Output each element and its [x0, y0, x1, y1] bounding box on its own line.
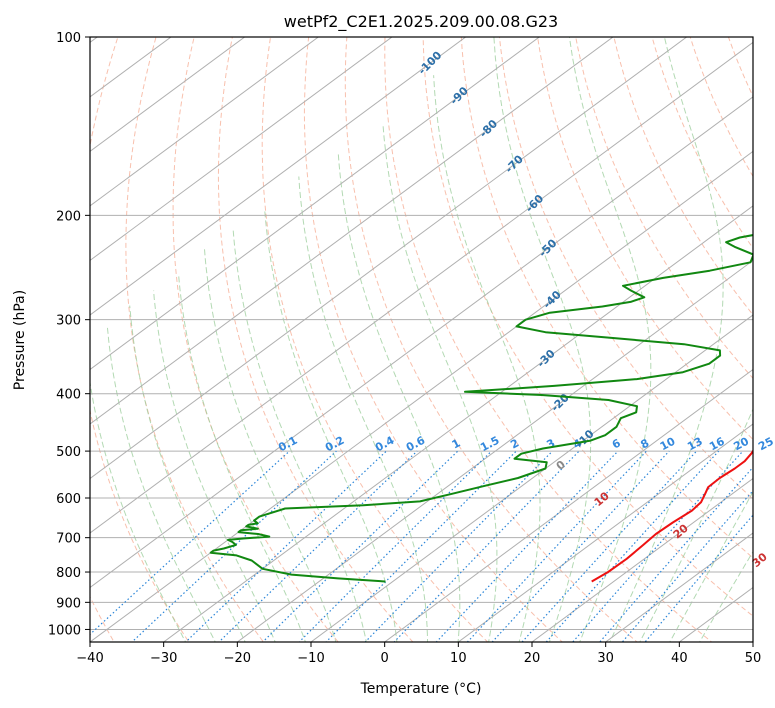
isotherm-line — [90, 37, 541, 371]
x-tick-label: 50 — [745, 651, 762, 666]
isotherm-line — [90, 37, 320, 207]
y-tick-label: 400 — [56, 388, 81, 403]
x-tick-label: 0 — [381, 651, 389, 666]
dry-adiabat-line — [261, 37, 489, 642]
isotherm-line — [90, 37, 614, 425]
x-tick-label: 20 — [524, 651, 541, 666]
dry-adiabat-line — [344, 37, 638, 642]
isotherm-line — [604, 532, 753, 642]
moist-adiabat-line — [433, 75, 541, 642]
x-axis-label: Temperature (°C) — [360, 681, 482, 697]
y-tick-label: 300 — [56, 314, 81, 329]
moist-adiabat-line — [106, 326, 216, 642]
moist-adiabat-line — [699, 550, 753, 642]
moist-adiabat-line — [609, 37, 724, 642]
y-tick-label: 800 — [56, 566, 81, 581]
mixing-ratio-label: 10 — [658, 434, 678, 453]
dry-adiabat-line — [460, 37, 753, 559]
x-tick-label: 10 — [450, 651, 467, 666]
mixing-ratio-label: 13 — [685, 435, 705, 454]
y-tick-label: 100 — [56, 31, 81, 46]
y-tick-label: 600 — [56, 492, 81, 507]
isotherm-line — [90, 37, 393, 262]
mixing-ratio-line — [261, 450, 459, 642]
moist-adiabat-line — [337, 151, 461, 642]
mixing-ratio-line — [364, 450, 553, 642]
isotherm-line — [90, 37, 246, 153]
x-tick-label: 40 — [671, 651, 688, 666]
isotherm-line — [457, 423, 753, 642]
moist-adiabat-line — [129, 305, 246, 642]
chart-title: wetPf2_C2E1.2025.209.00.08.G23 — [284, 12, 558, 32]
moist-adiabat-line — [153, 290, 276, 642]
dewpoint-profile-line — [209, 234, 753, 583]
y-tick-label: 200 — [56, 209, 81, 224]
moist-adiabat-line — [204, 249, 337, 642]
x-tick-label: −30 — [150, 651, 177, 666]
mixing-ratio-label: 25 — [756, 435, 775, 454]
isotherm-line — [531, 477, 753, 642]
isotherm-line — [162, 205, 753, 642]
moist-adiabat-line — [264, 210, 398, 642]
dry-adiabat-line — [384, 37, 713, 642]
y-axis-label: Pressure (hPa) — [12, 290, 28, 390]
isotherm-line — [310, 314, 753, 642]
x-tick-label: −40 — [76, 651, 103, 666]
dry-adiabat-line — [537, 37, 753, 441]
moist-adiabat-line — [232, 230, 367, 642]
isotherm-line — [90, 150, 753, 642]
mixing-ratio-line — [393, 450, 580, 642]
mixing-ratio-line — [599, 466, 753, 642]
mixing-ratio-line — [218, 450, 418, 642]
y-tick-label: 500 — [56, 445, 81, 460]
axes-layer: −40 −30 −20 −10 0 10 20 30 40 50 100 200 300 400 500 60… — [48, 31, 761, 666]
mixing-ratio-line — [621, 489, 753, 642]
x-tick-label: −10 — [297, 651, 324, 666]
dry-adiabat-line — [422, 37, 753, 617]
dry-adiabat-line — [217, 37, 414, 642]
mixing-ratio-line — [521, 450, 698, 642]
isotherm-line — [90, 37, 688, 480]
mixing-ratio-line — [435, 450, 619, 642]
temperature-profile-line — [591, 449, 753, 583]
isotherm-line — [236, 259, 753, 642]
isotherm-line — [90, 41, 753, 534]
dry-adiabat-line — [125, 37, 265, 642]
mixing-ratio-line — [131, 450, 337, 642]
mixing-ratio-line — [644, 514, 753, 642]
y-tick-label: 1000 — [48, 623, 81, 638]
plot-frame — [89, 36, 754, 643]
mixing-ratio-line — [571, 450, 744, 642]
moist-adiabat-line — [669, 490, 753, 642]
isotherm-line — [90, 96, 753, 589]
x-tick-label: −20 — [224, 651, 251, 666]
dry-adiabat-line — [303, 37, 563, 642]
mixing-ratio-label: 16 — [707, 435, 727, 454]
y-tick-label: 900 — [56, 596, 81, 611]
mixing-ratio-label: 20 — [731, 435, 751, 454]
isotherm-line — [90, 37, 467, 316]
mixing-ratio-line — [545, 450, 720, 642]
x-tick-label: 30 — [597, 651, 614, 666]
moist-adiabat-line — [298, 176, 428, 642]
mixing-ratio-line — [184, 450, 387, 642]
y-tick-label: 700 — [56, 532, 81, 547]
moist-adiabat-line — [493, 37, 592, 642]
dry-adiabat-line — [90, 37, 190, 642]
dry-adiabat-line — [172, 37, 339, 642]
isotherm-line — [383, 368, 753, 642]
series-layer — [209, 234, 753, 583]
moist-adiabat-line — [90, 379, 187, 642]
